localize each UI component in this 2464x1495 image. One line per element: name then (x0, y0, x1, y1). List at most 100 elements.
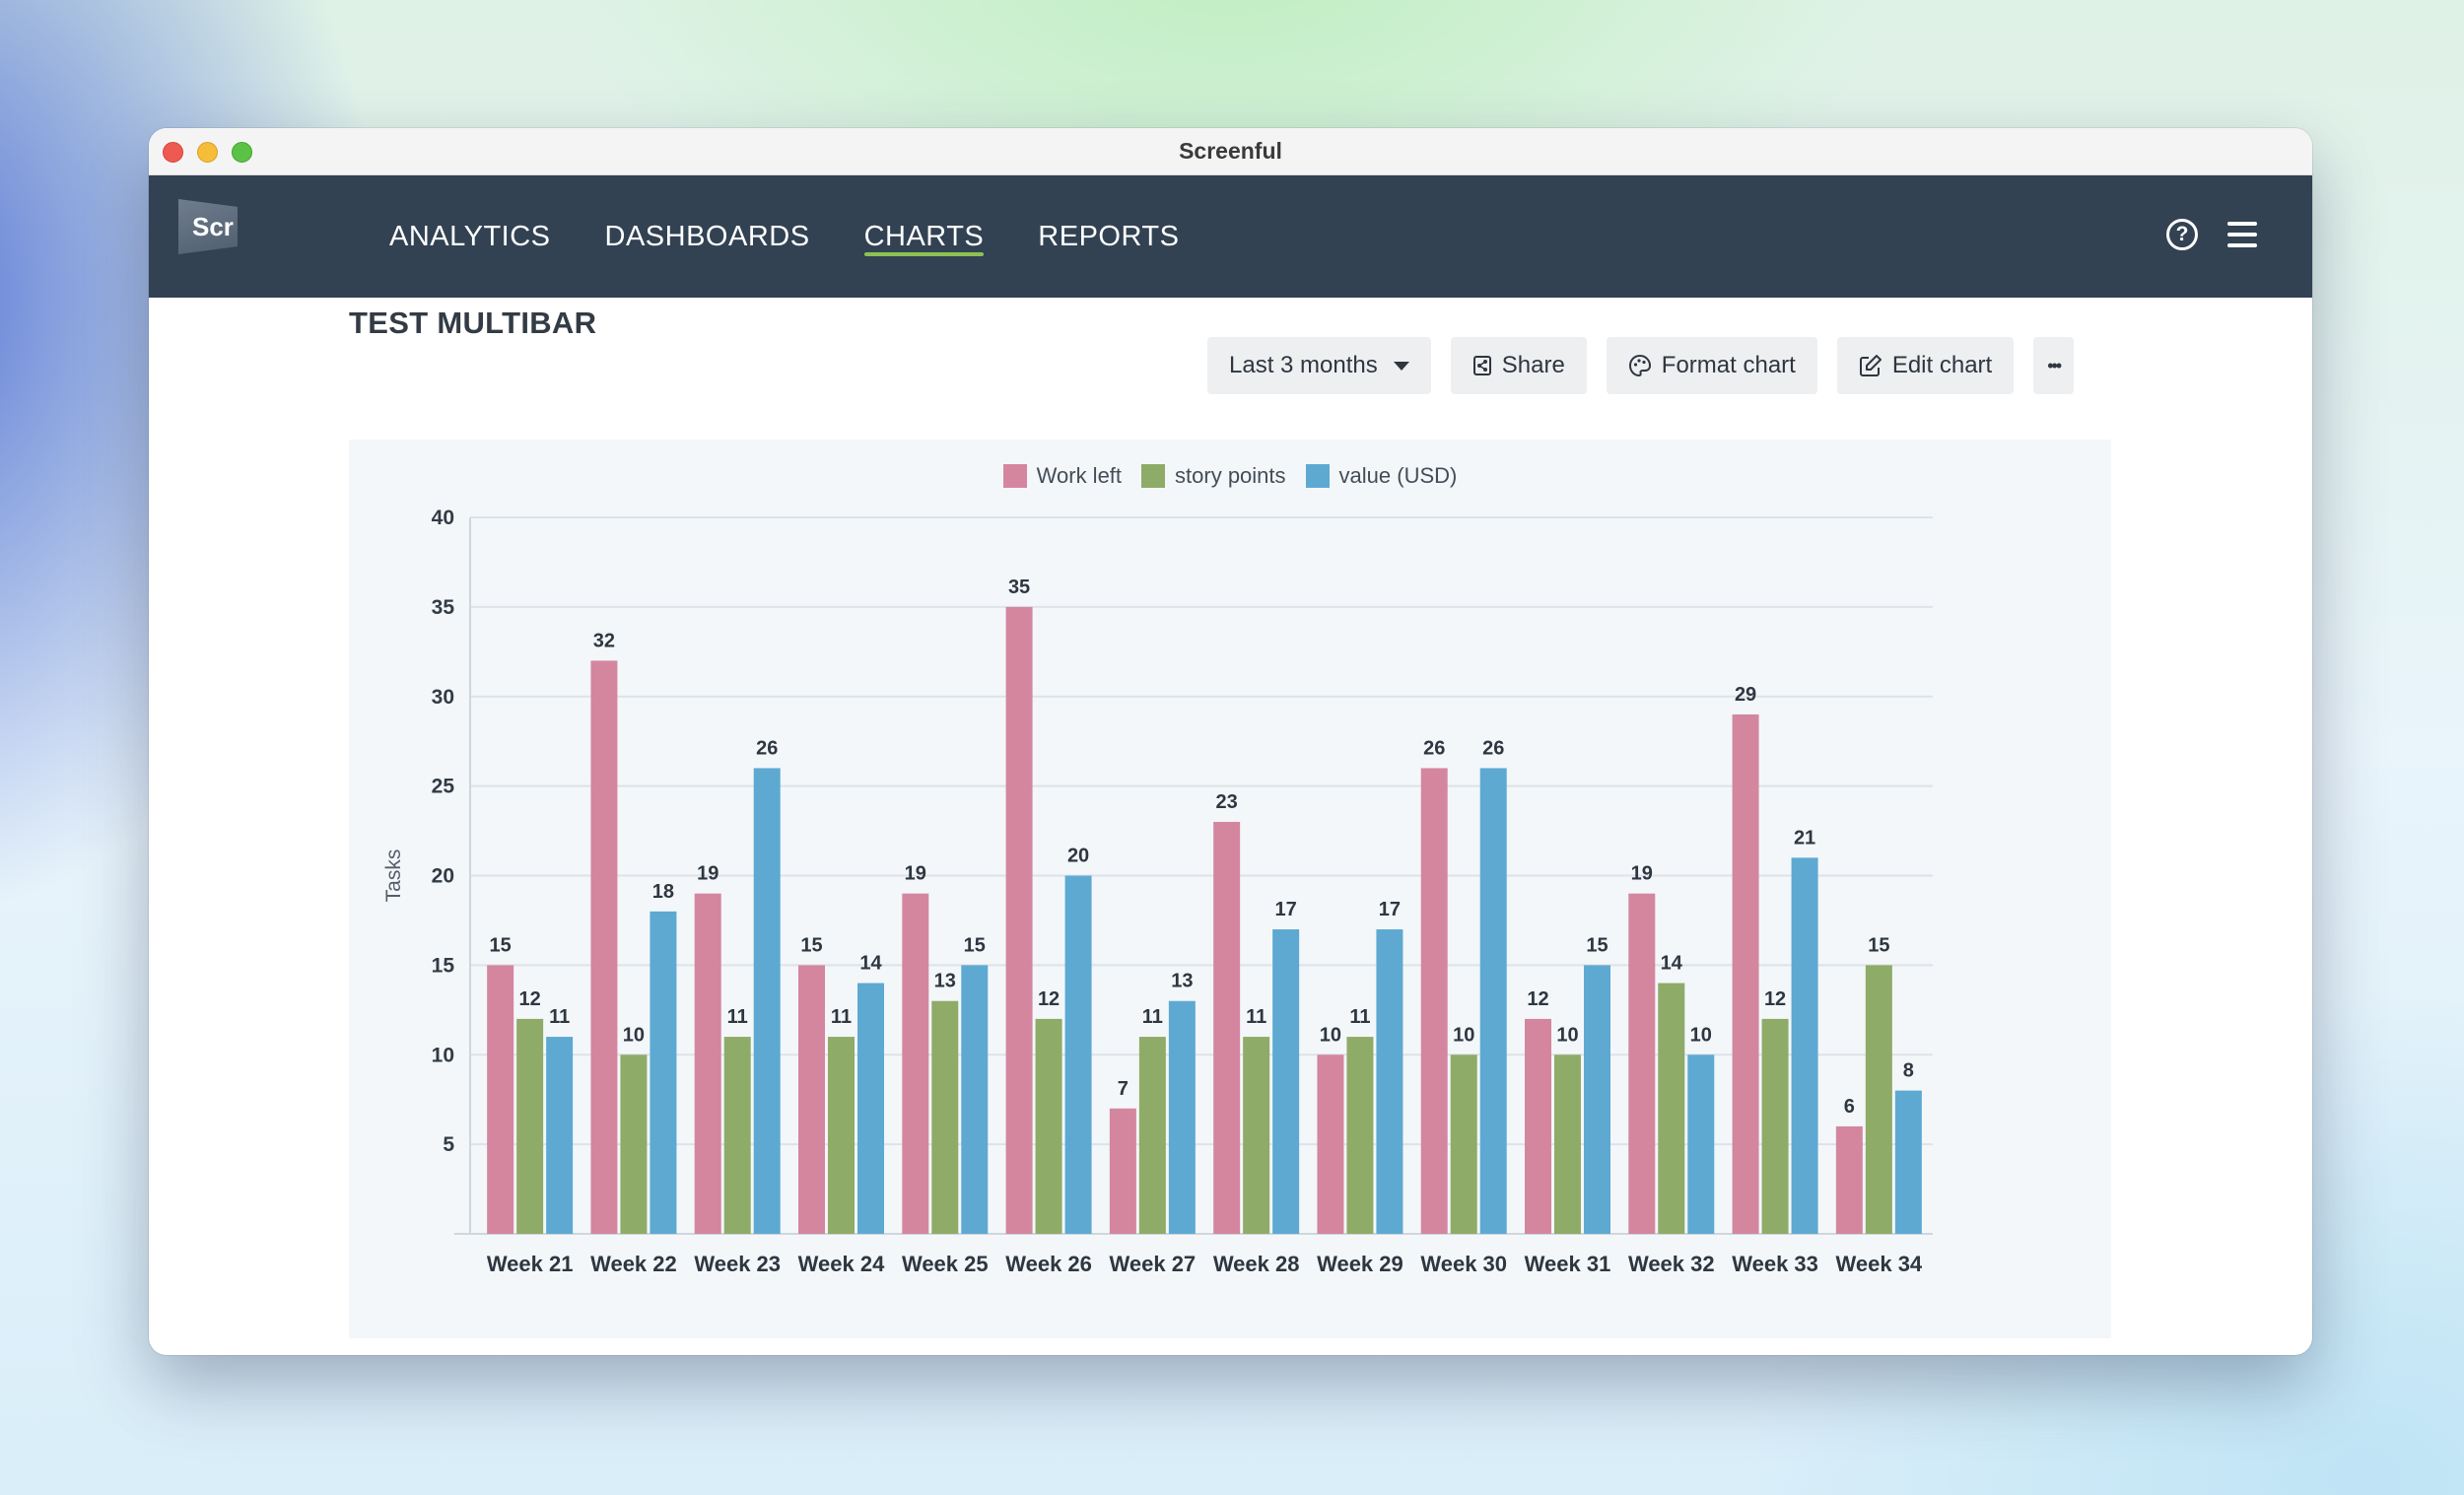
bar-story-points (1450, 1054, 1477, 1234)
bar-value-label: 11 (831, 1006, 852, 1028)
window-controls (163, 142, 252, 163)
legend-label-work-left: Work left (1036, 463, 1123, 488)
bar-value-label: 7 (1118, 1078, 1129, 1100)
bar-value-label: 15 (800, 934, 822, 956)
bar-story-points (1346, 1037, 1374, 1234)
bar-value-usd- (1791, 857, 1818, 1234)
bar-value-label: 19 (905, 863, 926, 885)
bar-story-points (1243, 1037, 1270, 1234)
close-window-button[interactable] (163, 142, 183, 163)
bar-value-label: 15 (964, 934, 986, 956)
bar-value-label: 29 (1735, 684, 1756, 706)
bar-work-left (1213, 821, 1241, 1234)
bar-story-points (1761, 1018, 1789, 1234)
bar-work-left (1628, 893, 1656, 1234)
x-tick-label: Week 34 (1836, 1252, 1923, 1276)
maximize-window-button[interactable] (232, 142, 252, 163)
nav-analytics[interactable]: ANALYTICS (389, 220, 551, 252)
multibar-chart: 5 10 15 20 25 30 35 40 Tasks 15 12 11 Week 21 32 10 18 W… (382, 507, 1933, 1276)
nav-reports[interactable]: REPORTS (1038, 220, 1180, 252)
bar-value-label: 13 (934, 971, 956, 992)
x-tick-label: Week 25 (902, 1252, 989, 1276)
bar-story-points (828, 1037, 855, 1234)
nav-charts[interactable]: CHARTS (863, 175, 985, 298)
bar-value-usd- (1894, 1090, 1922, 1234)
bar-work-left (1525, 1018, 1551, 1234)
bar-story-points (1865, 965, 1892, 1234)
bar-story-points (1554, 1054, 1581, 1234)
help-icon[interactable]: ? (2166, 219, 2198, 250)
more-options-button[interactable]: ••• (2033, 337, 2075, 394)
bar-value-label: 26 (1423, 737, 1445, 759)
bar-value-label: 14 (859, 953, 882, 975)
bar-work-left (1835, 1125, 1863, 1234)
x-tick-label: Week 24 (798, 1252, 885, 1276)
share-button[interactable]: Share (1450, 337, 1587, 394)
bar-value-label: 10 (1690, 1024, 1712, 1046)
bar-value-label: 11 (727, 1006, 748, 1028)
bar-value-usd- (1168, 1000, 1196, 1234)
bar-value-label: 21 (1794, 827, 1815, 849)
bar-story-points (723, 1037, 751, 1234)
legend-label-value-usd: value (USD) (1338, 463, 1458, 488)
app-window: Screenful Scr ANALYTICS DASHBOARDS CHART… (149, 128, 2312, 1355)
bar-value-label: 15 (1868, 934, 1889, 956)
legend-label-story-points: story points (1175, 463, 1286, 488)
legend-swatch-value-usd (1305, 464, 1330, 488)
bar-story-points (516, 1018, 544, 1234)
bar-value-label: 11 (1142, 1006, 1163, 1028)
bar-value-label: 23 (1216, 791, 1238, 813)
bar-work-left (798, 965, 825, 1234)
bar-value-label: 15 (490, 934, 512, 956)
minimize-window-button[interactable] (197, 142, 218, 163)
bar-value-usd- (753, 768, 781, 1234)
bar-value-usd- (1687, 1054, 1715, 1234)
hamburger-menu-icon[interactable] (2227, 222, 2257, 247)
bar-value-label: 8 (1903, 1060, 1914, 1082)
chart-toolbar: Last 3 months Share Format chart Edit ch (1207, 337, 2075, 394)
y-tick-label: 40 (432, 507, 454, 529)
date-range-dropdown[interactable]: Last 3 months (1207, 337, 1431, 394)
page-title: TEST MULTIBAR (349, 306, 597, 340)
bar-value-usd- (857, 983, 884, 1234)
bar-value-label: 10 (1453, 1024, 1474, 1046)
x-tick-label: Week 27 (1110, 1252, 1197, 1276)
legend-swatch-work-left (1002, 464, 1027, 488)
bar-value-label: 15 (1586, 934, 1608, 956)
bar-value-label: 11 (549, 1006, 570, 1028)
bar-value-label: 26 (1482, 737, 1504, 759)
y-tick-label: 25 (432, 776, 455, 798)
app-logo[interactable]: Scr (178, 199, 238, 254)
bar-value-label: 20 (1067, 846, 1089, 867)
x-tick-label: Week 22 (590, 1252, 677, 1276)
nav-dashboards[interactable]: DASHBOARDS (604, 220, 810, 252)
bar-value-label: 12 (1038, 988, 1060, 1010)
bar-work-left (590, 660, 618, 1234)
edit-chart-label: Edit chart (1891, 352, 1993, 378)
format-chart-button[interactable]: Format chart (1606, 337, 1817, 394)
window-title: Screenful (1179, 138, 1282, 164)
logo-text: Scr (192, 211, 234, 241)
bar-value-label: 26 (756, 737, 778, 759)
x-tick-label: Week 31 (1525, 1252, 1611, 1276)
bar-value-usd- (546, 1037, 574, 1234)
bar-value-label: 18 (652, 881, 674, 903)
x-tick-label: Week 21 (487, 1252, 574, 1276)
bar-story-points (1138, 1037, 1166, 1234)
bar-value-usd- (961, 965, 989, 1234)
bar-value-usd- (650, 911, 677, 1234)
y-tick-label: 10 (432, 1044, 454, 1066)
legend-item-work-left[interactable]: Work left (1002, 463, 1123, 489)
y-tick-label: 35 (432, 596, 455, 619)
bar-value-label: 10 (1320, 1024, 1341, 1046)
bar-value-label: 13 (1171, 971, 1193, 992)
y-tick-label: 15 (432, 954, 455, 977)
y-axis-title: Tasks (382, 849, 405, 903)
bar-work-left (487, 965, 514, 1234)
legend-item-story-points[interactable]: story points (1141, 463, 1286, 489)
legend-item-value-usd[interactable]: value (USD) (1305, 463, 1458, 489)
edit-chart-button[interactable]: Edit chart (1836, 337, 2015, 394)
chart-panel: Work left story points value (USD) 5 10 15… (349, 440, 2111, 1338)
x-tick-label: Week 28 (1213, 1252, 1300, 1276)
bar-value-usd- (1376, 929, 1403, 1234)
